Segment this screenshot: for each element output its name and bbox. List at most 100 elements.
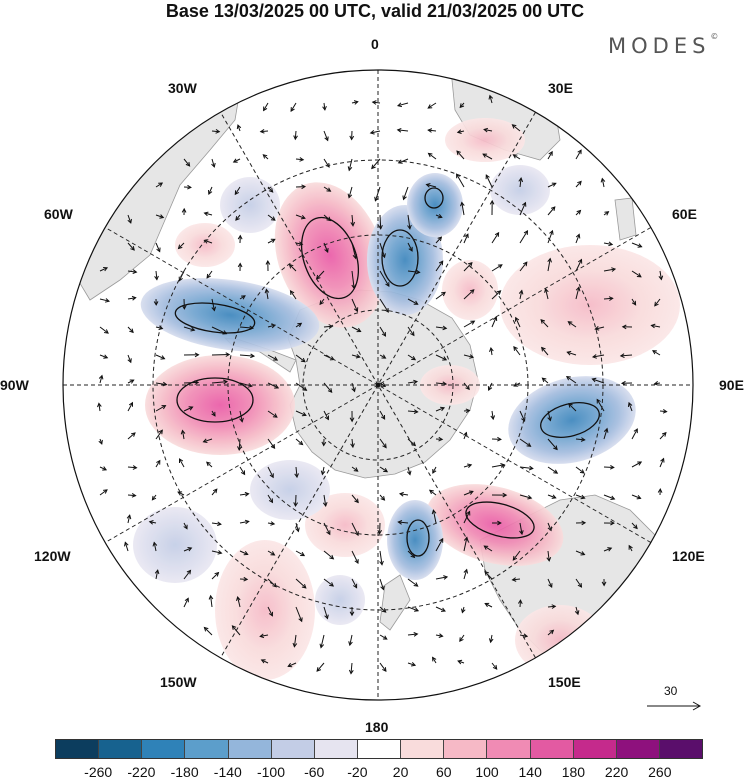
lon-label-30w: 30W — [168, 80, 197, 96]
wind-vector — [513, 346, 521, 356]
wind-vector — [399, 493, 409, 496]
wind-vector — [211, 158, 215, 168]
wind-vector — [519, 230, 528, 244]
wind-vector-head — [329, 582, 335, 587]
wind-vector — [237, 596, 241, 608]
wind-vector — [463, 511, 471, 524]
wind-vector — [350, 662, 353, 674]
wind-vector — [459, 634, 465, 642]
wind-vector-head — [522, 261, 528, 267]
wind-vector-head — [240, 470, 246, 476]
wind-vector — [435, 634, 443, 637]
wind-vector — [233, 158, 241, 163]
wind-vector — [99, 489, 108, 496]
wind-vector-head — [178, 276, 183, 282]
wind-vector-head — [408, 246, 413, 252]
wind-vector-head — [353, 100, 359, 105]
colorbar-bin — [444, 740, 488, 758]
wind-vector — [379, 662, 387, 672]
wind-vector-head — [460, 201, 465, 207]
wind-vector-head — [540, 319, 546, 324]
wind-vector-head — [214, 571, 220, 577]
wind-vector-head — [272, 413, 278, 418]
wind-vector — [183, 522, 188, 529]
wind-vector — [319, 298, 325, 305]
wind-vector — [290, 290, 297, 300]
colorbar-bin — [573, 740, 617, 758]
wind-vector — [99, 298, 110, 302]
wind-vector-head — [465, 385, 470, 391]
wind-vector — [267, 466, 274, 478]
wind-vector-head — [528, 465, 534, 471]
wind-vector — [603, 297, 613, 300]
wind-vector — [489, 95, 493, 104]
wind-vector — [316, 662, 325, 672]
wind-vector — [238, 438, 241, 451]
wind-vector-head — [131, 295, 137, 301]
wind-vector-head — [438, 436, 444, 442]
wind-vector — [631, 461, 642, 468]
wind-vector — [290, 102, 297, 112]
wind-vector-head — [519, 530, 524, 536]
wind-vector — [177, 491, 185, 496]
wind-vector-head — [104, 298, 111, 303]
wind-vector-head — [518, 289, 524, 295]
wind-vector — [295, 214, 306, 219]
wind-vector — [260, 634, 269, 637]
anomaly-shading — [133, 118, 680, 680]
lon-label-60e: 60E — [672, 206, 697, 222]
wind-vector-head — [483, 127, 489, 133]
wind-vector — [127, 494, 136, 497]
wind-vector — [323, 494, 327, 507]
wind-vector — [127, 515, 131, 524]
wind-vector-head — [273, 356, 279, 361]
wind-vector-head — [468, 490, 474, 495]
wind-vector — [512, 578, 521, 581]
wind-vector-head — [250, 353, 256, 359]
colorbar-tick-label: -180 — [170, 764, 199, 780]
lon-label-180: 180 — [365, 719, 389, 735]
wind-vector-head — [102, 466, 108, 471]
wind-vector-head — [270, 238, 276, 243]
wind-vector — [351, 242, 357, 259]
colorbar-bin — [142, 740, 186, 758]
wind-vector-head — [636, 494, 642, 500]
wind-vector — [239, 410, 243, 422]
wind-vector — [155, 270, 158, 280]
wind-vector — [407, 354, 416, 361]
wind-vector-head — [456, 129, 462, 134]
wind-vector — [659, 458, 665, 468]
wind-vector-head — [153, 301, 159, 306]
wind-vector — [512, 550, 521, 561]
wind-vector-head — [132, 465, 138, 470]
wind-vector — [463, 569, 468, 580]
wind-vector — [519, 600, 521, 608]
wind-vector-head — [637, 243, 643, 248]
wind-vector — [267, 606, 273, 617]
wind-vector — [379, 466, 388, 473]
wind-vector — [295, 522, 299, 532]
wind-vector-head — [154, 275, 159, 281]
wind-vector — [153, 542, 157, 552]
wind-vector — [211, 381, 228, 384]
wind-vector-head — [382, 635, 388, 640]
wind-vector-head — [202, 438, 208, 443]
wind-vector-head — [103, 354, 109, 359]
wind-vector — [519, 202, 526, 216]
wind-vector-head — [619, 353, 625, 359]
wind-vector-head — [611, 267, 617, 272]
wind-vector — [490, 634, 493, 643]
wind-vector — [547, 230, 553, 244]
wind-vector-head — [512, 555, 518, 561]
wind-vector-head — [591, 354, 597, 359]
wind-vector-head — [371, 100, 377, 105]
wind-vector — [295, 354, 306, 363]
wind-vector — [203, 438, 213, 443]
wind-vector — [547, 605, 556, 608]
wind-vector — [542, 377, 549, 384]
wind-vector-head — [488, 638, 494, 644]
wind-vector-head — [662, 408, 668, 414]
wind-vector — [127, 432, 136, 440]
wind-vector-head — [319, 643, 325, 649]
wind-vector-head — [352, 254, 358, 260]
